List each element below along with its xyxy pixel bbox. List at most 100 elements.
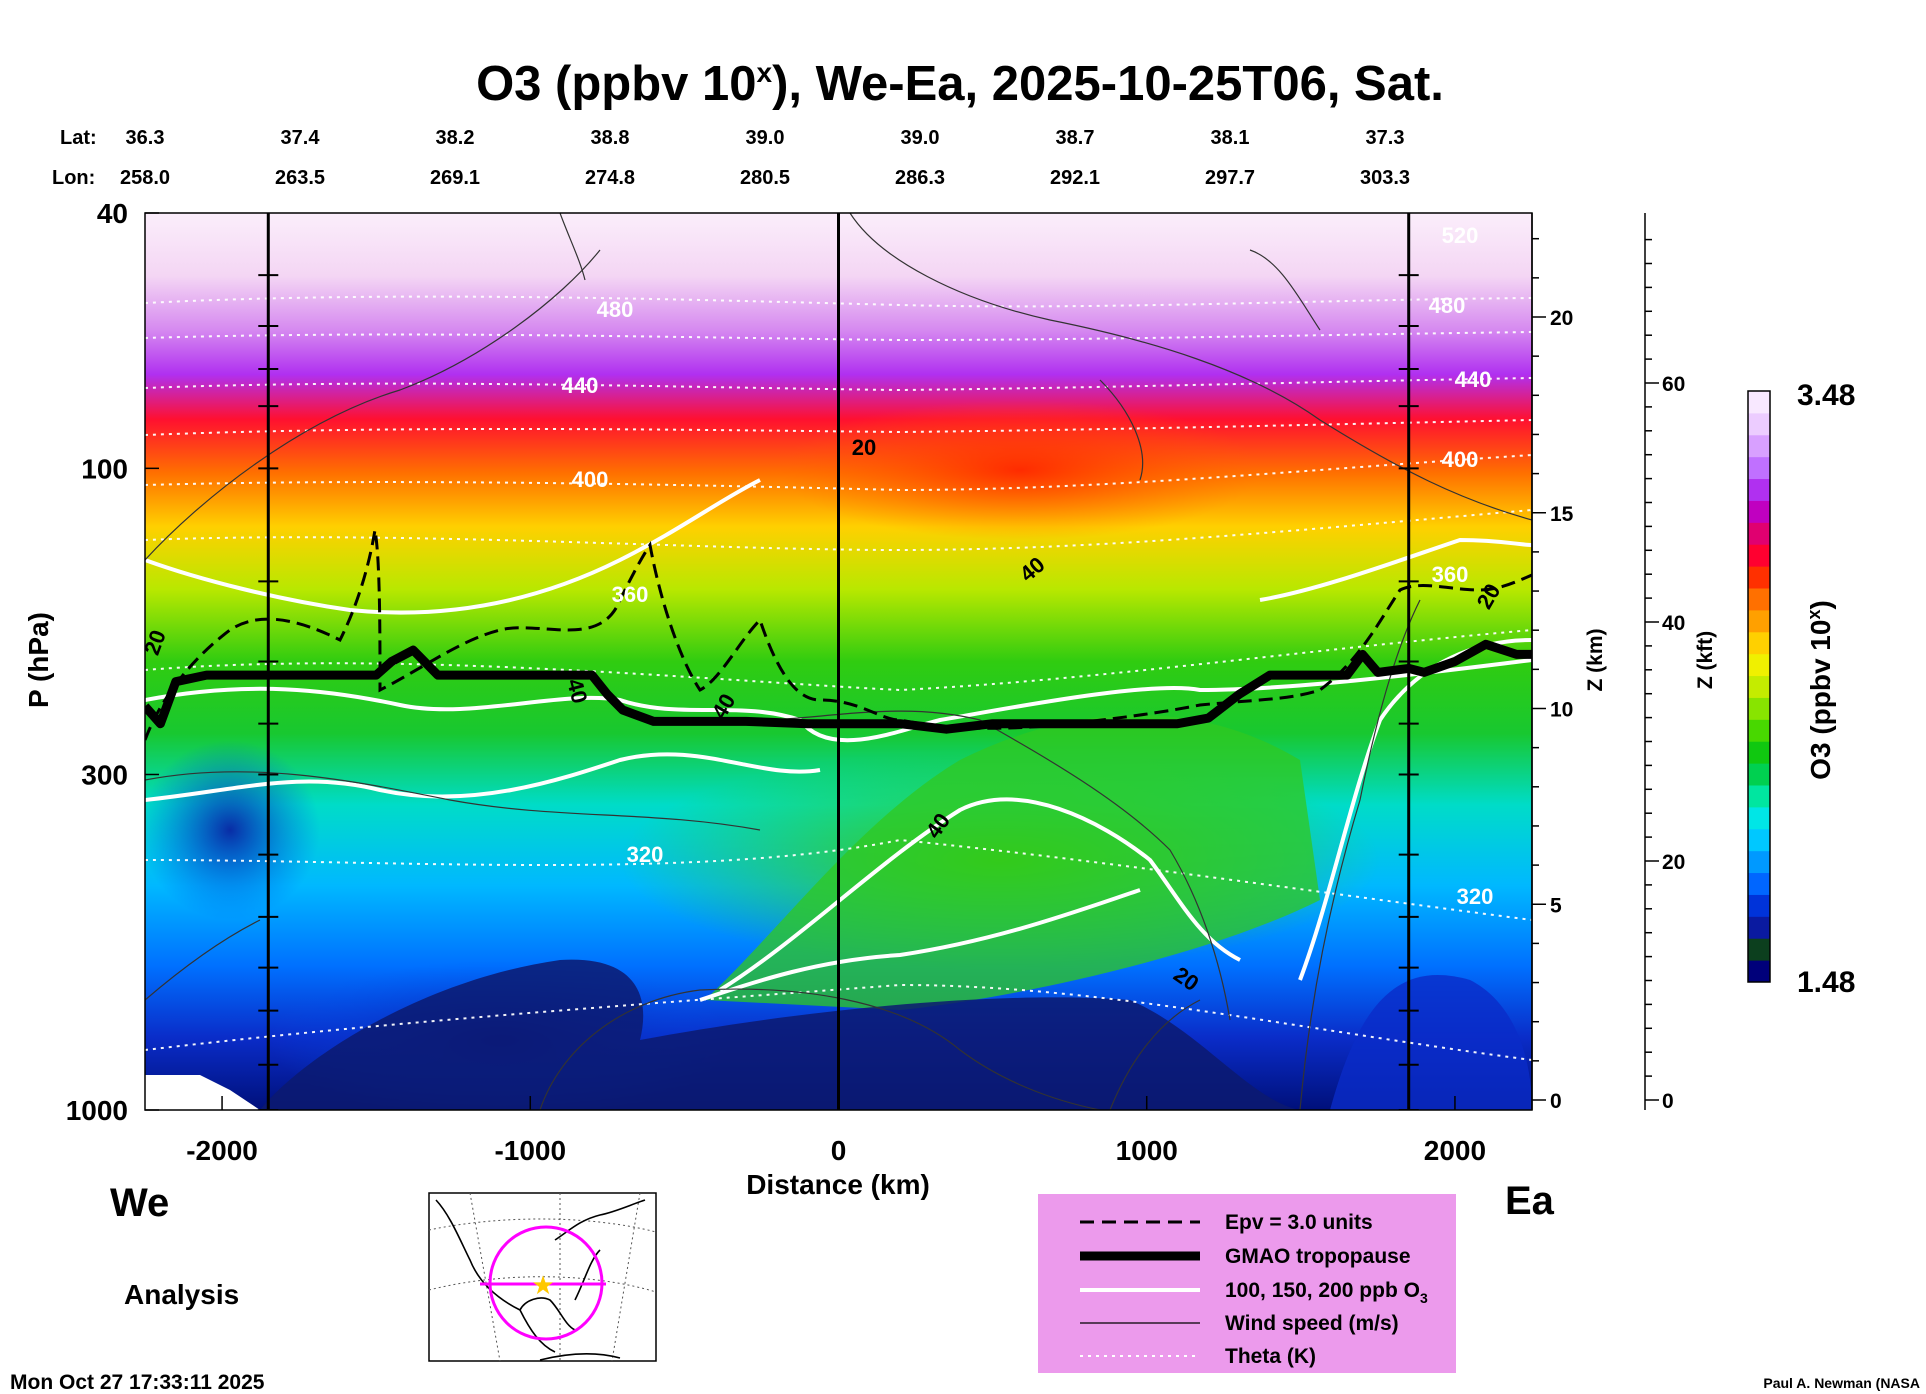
ozone-green-fold bbox=[705, 715, 1320, 1010]
lon-value: 269.1 bbox=[430, 167, 480, 189]
colorbar-segment bbox=[1748, 828, 1770, 852]
colorbar-segment bbox=[1748, 763, 1770, 786]
legend-box bbox=[1038, 1194, 1456, 1373]
theta-label-480-west: 480 bbox=[597, 297, 634, 322]
lat-value: 38.1 bbox=[1211, 127, 1250, 149]
inset-map-coastline bbox=[435, 1199, 646, 1361]
colorbar-min-label: 1.48 bbox=[1797, 966, 1855, 999]
lon-value: 258.0 bbox=[120, 167, 170, 189]
theta-label-400-west: 400 bbox=[572, 467, 609, 492]
lon-value: 280.5 bbox=[740, 167, 790, 189]
timestamp: Mon Oct 27 17:33:11 2025 bbox=[10, 1371, 265, 1394]
lat-value: 36.3 bbox=[126, 127, 165, 149]
x-tick-label: -2000 bbox=[186, 1135, 258, 1166]
z-km-axis: 0 5 10 15 20 bbox=[1531, 213, 1574, 1113]
colorbar-segments bbox=[1748, 391, 1770, 983]
y-axis: 40 100 300 1000 bbox=[66, 198, 159, 1126]
legend-label-wind: Wind speed (m/s) bbox=[1225, 1312, 1399, 1335]
colorbar-segment bbox=[1748, 522, 1770, 545]
colorbar-segment bbox=[1748, 456, 1770, 480]
colorbar-segment bbox=[1748, 894, 1770, 917]
lat-value: 38.7 bbox=[1056, 127, 1095, 149]
z-km-tick-label: 0 bbox=[1550, 1090, 1562, 1113]
lat-value: 37.3 bbox=[1366, 127, 1405, 149]
east-label: Ea bbox=[1505, 1179, 1555, 1223]
colorbar-segment bbox=[1748, 391, 1770, 414]
ozone-blue-core-west bbox=[145, 740, 320, 920]
colorbar-segment bbox=[1748, 588, 1770, 611]
y-axis-label: P (hPa) bbox=[23, 612, 54, 708]
colorbar: 3.48 1.48 O3 (ppbv 10x) bbox=[1747, 379, 1855, 999]
colorbar-segment bbox=[1748, 478, 1770, 501]
colorbar-max-label: 3.48 bbox=[1797, 379, 1855, 412]
colorbar-segment bbox=[1748, 631, 1770, 655]
lat-header-label: Lat: bbox=[60, 127, 97, 149]
lon-value: 263.5 bbox=[275, 167, 325, 189]
z-km-axis-label: Z (km) bbox=[1584, 629, 1607, 692]
colorbar-segment bbox=[1748, 544, 1770, 567]
wind-speed-contours bbox=[145, 213, 1532, 1110]
theta-label-320-east: 320 bbox=[1457, 884, 1494, 909]
colorbar-segment bbox=[1748, 500, 1770, 523]
ozone-red-maximum bbox=[780, 400, 1260, 540]
colorbar-segment bbox=[1748, 412, 1770, 436]
colorbar-segment bbox=[1748, 741, 1770, 764]
lon-value: 303.3 bbox=[1360, 167, 1410, 189]
colorbar-title: O3 (ppbv 10x) bbox=[1804, 600, 1836, 780]
analysis-label: Analysis bbox=[124, 1279, 239, 1310]
lon-header-label: Lon: bbox=[52, 167, 95, 189]
x-tick-label: 1000 bbox=[1116, 1135, 1178, 1166]
colorbar-segment bbox=[1748, 566, 1770, 589]
legend-label-o3: 100, 150, 200 ppb O3 bbox=[1225, 1279, 1428, 1306]
lon-value: 286.3 bbox=[895, 167, 945, 189]
theta-label-440-west: 440 bbox=[562, 373, 599, 398]
x-axis: -2000 -1000 0 1000 2000 bbox=[186, 1096, 1486, 1166]
colorbar-segment bbox=[1748, 938, 1770, 961]
section-vertical-lines bbox=[258, 213, 1419, 1110]
colorbar-segment bbox=[1748, 785, 1770, 808]
colorbar-segment bbox=[1748, 960, 1770, 983]
y-tick-label: 40 bbox=[97, 198, 128, 229]
colorbar-segment bbox=[1748, 434, 1770, 458]
colorbar-segment bbox=[1748, 872, 1770, 895]
x-tick-label: 0 bbox=[831, 1135, 847, 1166]
lat-value: 38.2 bbox=[436, 127, 475, 149]
lat-value: 38.8 bbox=[591, 127, 630, 149]
contour-labels: 520 480 480 440 440 400 400 360 360 320 … bbox=[562, 223, 1494, 909]
lon-value: 274.8 bbox=[585, 167, 635, 189]
chart-title: O3 (ppbv 10x), We-Ea, 2025-10-25T06, Sat… bbox=[476, 57, 1444, 111]
colorbar-segment bbox=[1748, 719, 1770, 742]
inset-map-center-star-icon: ★ bbox=[531, 1270, 554, 1300]
z-km-tick-label: 15 bbox=[1550, 503, 1574, 526]
x-tick-label: -1000 bbox=[494, 1135, 566, 1166]
wind-label-20-center: 20 bbox=[852, 435, 876, 460]
theta-label-440-east: 440 bbox=[1455, 367, 1492, 392]
legend-label-tropopause: GMAO tropopause bbox=[1225, 1245, 1411, 1268]
theta-label-360-east: 360 bbox=[1432, 562, 1469, 587]
z-km-tick-label: 20 bbox=[1550, 307, 1573, 330]
theta-label-400-east: 400 bbox=[1442, 447, 1479, 472]
epv-contour bbox=[145, 529, 1532, 741]
lat-value: 39.0 bbox=[901, 127, 940, 149]
lon-value: 297.7 bbox=[1205, 167, 1255, 189]
legend-label-theta: Theta (K) bbox=[1225, 1345, 1316, 1368]
theta-label-520: 520 bbox=[1442, 223, 1479, 248]
z-kft-tick-label: 20 bbox=[1662, 851, 1685, 874]
theta-label-480-east: 480 bbox=[1429, 293, 1466, 318]
z-kft-tick-label: 0 bbox=[1662, 1090, 1674, 1113]
x-axis-label: Distance (km) bbox=[746, 1169, 930, 1200]
missing-data-white bbox=[145, 1075, 260, 1110]
theta-label-360-west: 360 bbox=[612, 582, 649, 607]
theta-label-320-west: 320 bbox=[627, 842, 664, 867]
lat-value: 39.0 bbox=[746, 127, 785, 149]
x-tick-label: 2000 bbox=[1424, 1135, 1486, 1166]
colorbar-segment bbox=[1748, 675, 1770, 698]
z-kft-axis: 0 20 40 60 bbox=[1644, 213, 1685, 1113]
ozone-dark-surface-layer bbox=[260, 959, 1300, 1110]
inset-map-frame bbox=[428, 1192, 657, 1362]
lat-value: 37.4 bbox=[281, 127, 321, 149]
inset-map: ★ bbox=[428, 1192, 657, 1362]
z-kft-tick-label: 60 bbox=[1662, 373, 1685, 396]
colorbar-segment bbox=[1748, 697, 1770, 720]
